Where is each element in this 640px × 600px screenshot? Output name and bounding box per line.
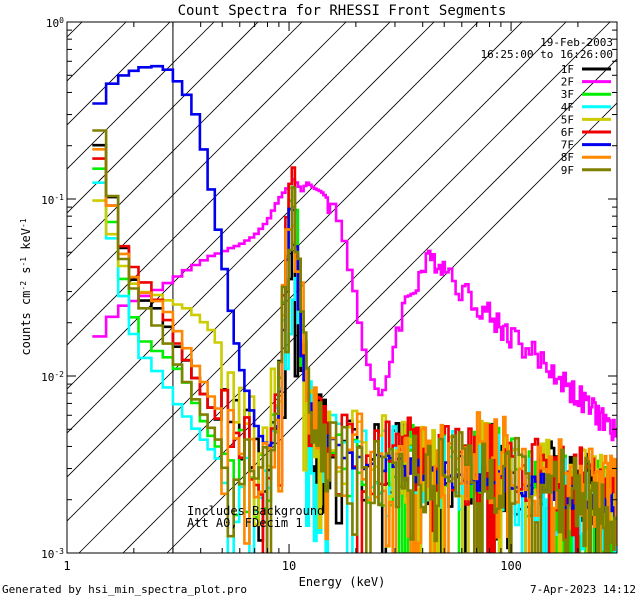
legend-label-5F: 5F (561, 113, 574, 126)
footer-generated-by: Generated by hsi_min_spectra_plot.pro (2, 583, 248, 596)
y-tick-label: 100 (46, 16, 64, 31)
hatch-line (78, 22, 611, 553)
series-9F (92, 129, 617, 553)
footer-timestamp: 7-Apr-2023 14:12 (530, 583, 636, 596)
annotation-attenuator: Att A0, FDecim 1 (187, 516, 303, 530)
chart-title: Count Spectra for RHESSI Front Segments (178, 3, 507, 19)
x-tick-label: 10 (282, 559, 296, 573)
hatch-line (67, 22, 567, 522)
plot-frame (66, 21, 618, 554)
y-axis-label: counts cm-2 s-1 keV-1 (19, 218, 34, 355)
legend-time-range: 16:25:00 to 16:26:00 (481, 48, 613, 61)
y-tick-label: 10-2 (41, 370, 64, 385)
series-2F (92, 178, 617, 442)
legend-label-9F: 9F (561, 164, 574, 177)
hatch-line (67, 22, 303, 258)
hatch-line (67, 22, 259, 214)
x-axis-label: Energy (keV) (299, 575, 386, 589)
legend-date: 19-Feb-2003 (540, 36, 613, 49)
legend-label-6F: 6F (561, 126, 574, 139)
y-tick-label: 10-1 (41, 193, 64, 208)
axes: 1 10 100 100 10-1 10-2 10-3 (41, 16, 618, 573)
legend-label-7F: 7F (561, 139, 574, 152)
legend-label-3F: 3F (561, 88, 574, 101)
legend-label-4F: 4F (561, 101, 574, 114)
legend-label-1F: 1F (561, 63, 574, 76)
x-tick-label: 1 (63, 559, 70, 573)
hatch-line (67, 22, 523, 478)
x-tick-label: 100 (500, 559, 522, 573)
hatch-line (67, 22, 347, 302)
annotation-background: Includes Background (187, 504, 324, 518)
legend-label-8F: 8F (561, 151, 574, 164)
legend-label-2F: 2F (561, 76, 574, 89)
series-layer (92, 64, 617, 553)
y-tick-label: 10-3 (41, 547, 64, 562)
hatch-line (67, 22, 215, 170)
